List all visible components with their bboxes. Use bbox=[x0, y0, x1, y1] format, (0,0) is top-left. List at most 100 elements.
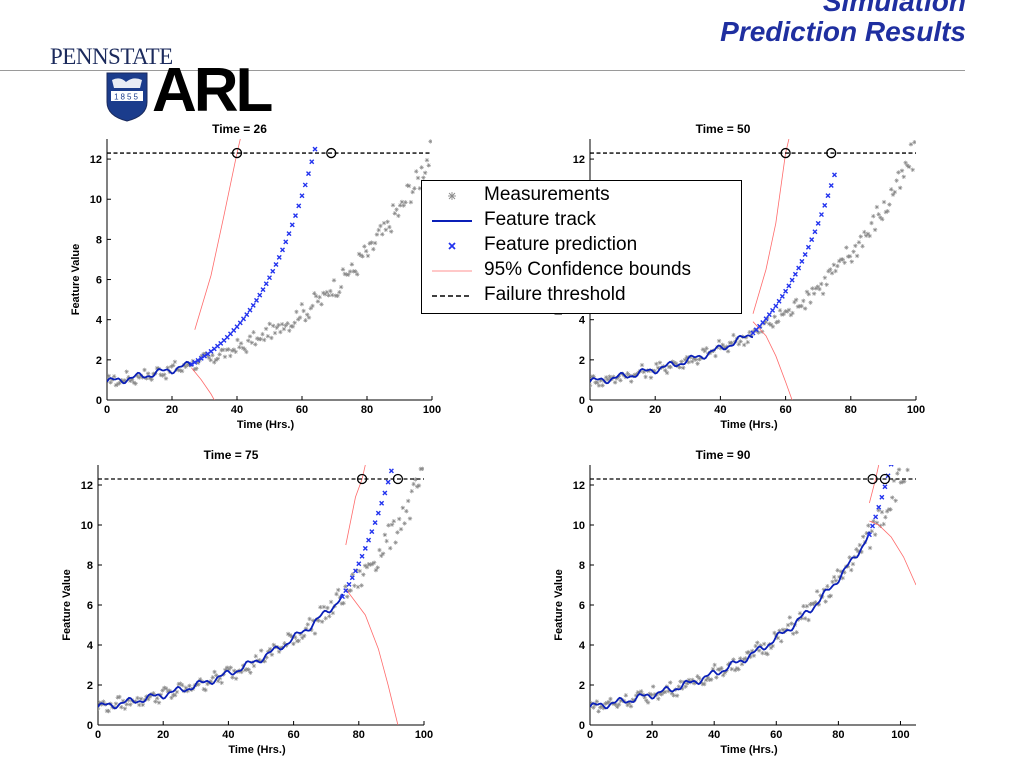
measurement-point bbox=[891, 478, 897, 483]
measurement-point bbox=[144, 694, 149, 699]
measurement-point bbox=[165, 689, 171, 694]
y-tick-label: 10 bbox=[573, 520, 585, 532]
measurement-point bbox=[697, 676, 702, 681]
x-tick-label: 100 bbox=[907, 404, 925, 416]
measurement-point bbox=[394, 207, 399, 212]
measurement-point bbox=[739, 661, 745, 667]
measurement-point bbox=[804, 289, 810, 295]
measurement-point bbox=[187, 683, 192, 688]
prediction-point bbox=[349, 575, 355, 581]
measurement-point bbox=[246, 338, 251, 343]
y-tick-label: 8 bbox=[87, 560, 93, 572]
measurement-point bbox=[831, 574, 837, 580]
measurement-point bbox=[403, 200, 408, 205]
measurement-point bbox=[415, 175, 421, 181]
measurement-point bbox=[391, 518, 397, 524]
measurement-point bbox=[823, 599, 828, 604]
y-tick-label: 0 bbox=[579, 395, 585, 407]
prediction-point bbox=[336, 39, 340, 43]
measurement-point bbox=[210, 675, 215, 680]
measurement-point bbox=[301, 308, 306, 314]
measurement-point bbox=[654, 361, 659, 367]
measurement-point bbox=[871, 519, 876, 524]
measurement-point bbox=[672, 360, 677, 365]
measurement-point bbox=[326, 293, 331, 298]
measurement-point bbox=[734, 666, 740, 671]
measurement-point bbox=[297, 315, 303, 320]
threshold-crossing-marker bbox=[826, 147, 837, 159]
measurement-point bbox=[396, 213, 401, 219]
measurement-point bbox=[414, 484, 420, 489]
measurement-point bbox=[874, 204, 880, 210]
x-tick-label: 40 bbox=[222, 729, 234, 741]
measurement-point bbox=[194, 366, 199, 371]
prediction-point bbox=[866, 532, 872, 538]
measurement-point bbox=[167, 688, 172, 693]
prediction-point bbox=[260, 287, 266, 293]
measurement-point bbox=[893, 498, 898, 503]
measurement-point bbox=[405, 498, 411, 504]
x-axis-label: Time (Hrs.) bbox=[237, 419, 295, 431]
measurement-point bbox=[731, 332, 736, 338]
measurement-point bbox=[244, 667, 250, 672]
measurement-point bbox=[267, 321, 272, 326]
measurement-point bbox=[899, 168, 905, 173]
measurement-point bbox=[349, 262, 355, 267]
upper-confidence-bound bbox=[194, 139, 241, 330]
measurement-point bbox=[772, 314, 777, 319]
chart-title: Time = 90 bbox=[696, 448, 751, 462]
measurement-point bbox=[590, 374, 594, 379]
measurement-point bbox=[883, 515, 888, 520]
measurement-point bbox=[345, 594, 350, 599]
measurement-point bbox=[604, 700, 610, 706]
measurement-point bbox=[820, 291, 826, 297]
prediction-point bbox=[273, 261, 279, 267]
x-tick-label: 40 bbox=[231, 404, 243, 416]
measurement-point bbox=[824, 282, 829, 287]
measurement-point bbox=[195, 360, 201, 365]
measurement-point bbox=[310, 303, 315, 309]
y-tick-label: 8 bbox=[96, 234, 102, 246]
measurement-point bbox=[833, 268, 838, 274]
prediction-point bbox=[276, 254, 282, 260]
measurement-point bbox=[149, 377, 154, 382]
measurement-point bbox=[872, 532, 878, 537]
measurement-point bbox=[813, 600, 818, 605]
measurement-point bbox=[337, 289, 342, 295]
measurement-point bbox=[327, 614, 332, 619]
measurement-point bbox=[232, 668, 237, 673]
measurement-point bbox=[702, 348, 707, 354]
measurement-point bbox=[838, 569, 844, 574]
measurement-point bbox=[208, 357, 213, 363]
y-tick-label: 12 bbox=[573, 154, 585, 166]
measurement-point bbox=[729, 666, 734, 672]
measurement-point bbox=[688, 355, 693, 360]
measurement-point bbox=[613, 702, 618, 707]
prediction-point bbox=[369, 529, 375, 535]
measurement-point bbox=[703, 677, 709, 683]
measurement-point bbox=[358, 253, 364, 258]
measurement-point bbox=[725, 349, 731, 354]
measurement-point bbox=[749, 333, 754, 338]
measurement-point bbox=[265, 333, 271, 339]
measurement-point bbox=[656, 696, 661, 702]
prediction-point bbox=[388, 468, 394, 474]
y-tick-label: 12 bbox=[573, 480, 585, 492]
measurement-point bbox=[842, 260, 847, 265]
measurement-point bbox=[147, 376, 153, 381]
x-tick-label: 40 bbox=[714, 404, 726, 416]
measurement-point bbox=[614, 376, 620, 381]
measurement-point bbox=[792, 299, 797, 305]
measurement-point bbox=[869, 528, 874, 534]
lower-confidence-bound bbox=[869, 520, 916, 586]
measurement-point bbox=[720, 342, 725, 347]
measurement-point bbox=[324, 289, 330, 295]
measurement-point bbox=[419, 165, 424, 170]
measurement-point bbox=[239, 669, 244, 675]
measurement-point bbox=[355, 272, 360, 277]
measurement-point bbox=[178, 368, 183, 373]
measurement-point bbox=[187, 362, 192, 368]
measurement-point bbox=[301, 633, 307, 638]
measurement-point bbox=[122, 378, 128, 383]
measurement-point bbox=[99, 702, 104, 707]
